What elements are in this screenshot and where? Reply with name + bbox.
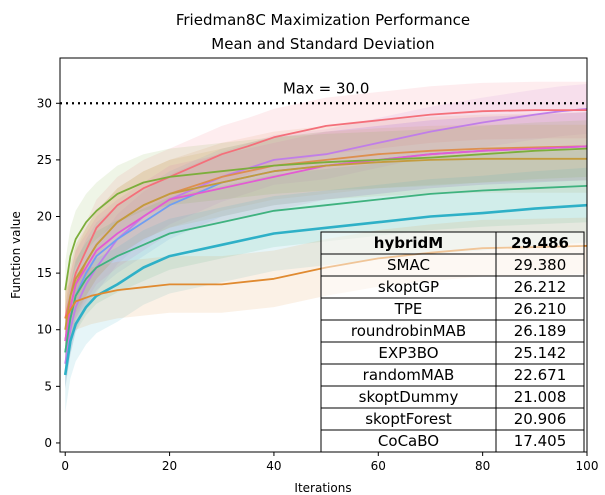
y-tick-label: 5	[44, 379, 52, 393]
table-method-name: hybridM	[374, 234, 443, 252]
results-table: hybridM 29.486 SMAC 29.380 skoptGP 26.212 TPE 2…	[320, 231, 585, 453]
table-method-value: 22.671	[514, 366, 567, 384]
x-tick-label: 20	[162, 459, 177, 473]
std-band-SMAC	[65, 81, 587, 347]
table-method-value: 26.189	[514, 322, 567, 340]
table-method-name: TPE	[394, 300, 423, 318]
std-band-skoptDummy	[65, 167, 587, 413]
series-line-skoptDummy	[63, 203, 588, 376]
table-method-name: skoptForest	[365, 410, 452, 428]
table-method-name: EXP3BO	[378, 344, 438, 362]
x-axis-ticks: 0 20 40 60 80 100	[61, 452, 598, 473]
series-line-skoptForest	[64, 147, 588, 291]
table-method-name: skoptGP	[378, 278, 439, 296]
table-method-name: randomMAB	[363, 366, 455, 384]
series-line-EXP3BO	[64, 157, 587, 330]
x-tick-label: 60	[371, 459, 386, 473]
table-method-name: CoCaBO	[378, 432, 439, 450]
y-tick-label: 30	[37, 96, 52, 110]
x-tick-label: 100	[576, 459, 599, 473]
x-tick-label: 0	[61, 459, 69, 473]
table-method-value: 20.906	[514, 410, 567, 428]
table-method-value: 17.405	[514, 432, 567, 450]
std-band-roundrobinMAB	[65, 112, 587, 376]
table-method-value: 21.008	[514, 388, 567, 406]
y-axis-ticks: 0 5 10 15 20 25 30	[37, 96, 60, 450]
y-tick-label: 0	[44, 436, 52, 450]
std-band-skoptForest	[65, 120, 587, 319]
y-tick-label: 25	[37, 153, 52, 167]
table-method-value: 26.210	[514, 300, 567, 318]
series-line-randomMAB	[64, 185, 588, 353]
table-method-value: 26.212	[514, 278, 567, 296]
y-tick-label: 15	[37, 266, 52, 280]
series-line-roundrobinMAB	[64, 145, 588, 342]
series-line-hybridM	[64, 108, 588, 364]
std-band-TPE	[65, 112, 587, 376]
y-tick-label: 10	[37, 323, 52, 337]
x-axis-label: Iterations	[294, 481, 351, 495]
table-method-name: skoptDummy	[359, 388, 459, 406]
y-tick-label: 20	[37, 210, 52, 224]
table-method-name: SMAC	[387, 256, 430, 274]
table-method-value: 25.142	[514, 344, 567, 362]
series-lines	[63, 108, 588, 376]
table-method-value: 29.486	[511, 234, 569, 252]
std-band-skoptGP	[65, 112, 587, 387]
series-line-TPE	[64, 145, 588, 342]
chart-title-line-2: Mean and Standard Deviation	[211, 35, 434, 53]
table-method-value: 29.380	[514, 256, 567, 274]
y-axis-label: Function value	[9, 211, 23, 299]
table-method-name: roundrobinMAB	[351, 322, 466, 340]
chart-title-line-1: Friedman8C Maximization Performance	[176, 11, 470, 29]
series-line-SMAC	[64, 109, 587, 319]
max-line-group: Max = 30.0	[60, 79, 587, 105]
x-tick-label: 40	[266, 459, 281, 473]
max-line-label: Max = 30.0	[283, 79, 370, 97]
std-band-randomMAB	[65, 149, 587, 389]
plot-frame	[59, 57, 588, 453]
x-tick-label: 80	[475, 459, 490, 473]
